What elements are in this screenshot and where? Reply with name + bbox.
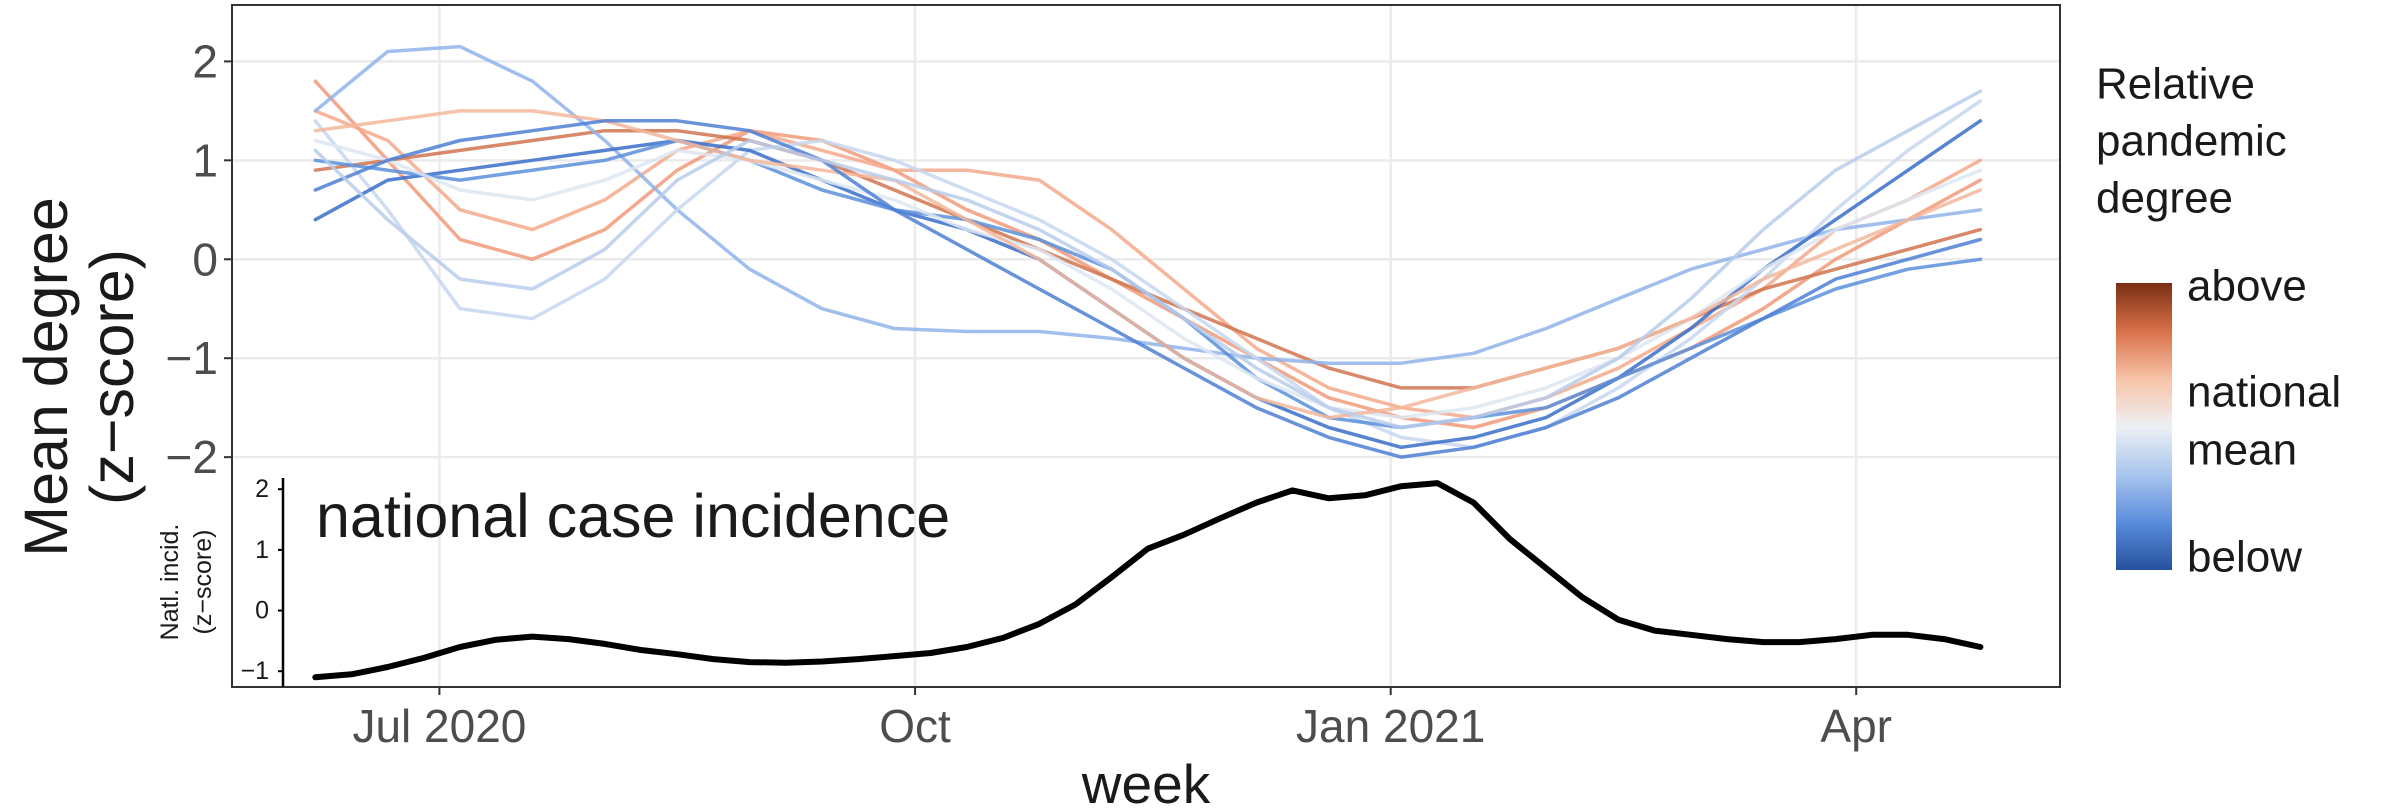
- state-line: [313, 109, 1983, 420]
- state-line: [313, 89, 1983, 430]
- inset-y-title: Natl. incid.: [156, 524, 184, 641]
- inset-y-tick-label: 1: [255, 536, 269, 564]
- annotation: national case incidence: [316, 482, 950, 550]
- state-line: [313, 119, 1983, 459]
- y-tick-label: −2: [166, 431, 218, 483]
- y-tick-label: −1: [166, 332, 218, 384]
- panel-border: [231, 4, 2061, 688]
- state-line: [313, 79, 1983, 430]
- lines: [312, 44, 1984, 681]
- legend-label: below: [2187, 533, 2302, 582]
- x-axis-title: week: [1081, 753, 1211, 808]
- y-axis-title: (z−score): [78, 249, 146, 505]
- legend-title: Relative: [2096, 60, 2255, 109]
- inset-y-tick-label: 0: [255, 597, 269, 625]
- colorbar: [2116, 283, 2172, 570]
- y-tick-label: 0: [192, 233, 218, 285]
- state-line: [313, 44, 1983, 365]
- state-line: [313, 99, 1983, 450]
- inset-y-tick-label: 2: [255, 475, 269, 503]
- legend-title: degree: [2096, 174, 2233, 223]
- inset-y-title: (z−score): [189, 530, 217, 635]
- legend-label: above: [2187, 262, 2307, 311]
- legend-label: mean: [2187, 426, 2297, 475]
- x-tick-label: Oct: [879, 700, 951, 752]
- x-tick-label: Apr: [1820, 700, 1892, 752]
- x-tick-label: Jan 2021: [1296, 700, 1485, 752]
- legend-title: pandemic: [2096, 117, 2287, 166]
- state-line: [313, 138, 1983, 420]
- y-axis-title: Mean degree: [12, 197, 80, 556]
- inset-y-tick-label: −1: [240, 657, 269, 685]
- legend-label: national: [2187, 368, 2341, 417]
- state-line: [313, 109, 1983, 420]
- y-tick-label: 2: [192, 35, 218, 87]
- y-tick-label: 1: [192, 134, 218, 186]
- x-tick-label: Jul 2020: [352, 700, 526, 752]
- incidence-line: [312, 480, 1984, 681]
